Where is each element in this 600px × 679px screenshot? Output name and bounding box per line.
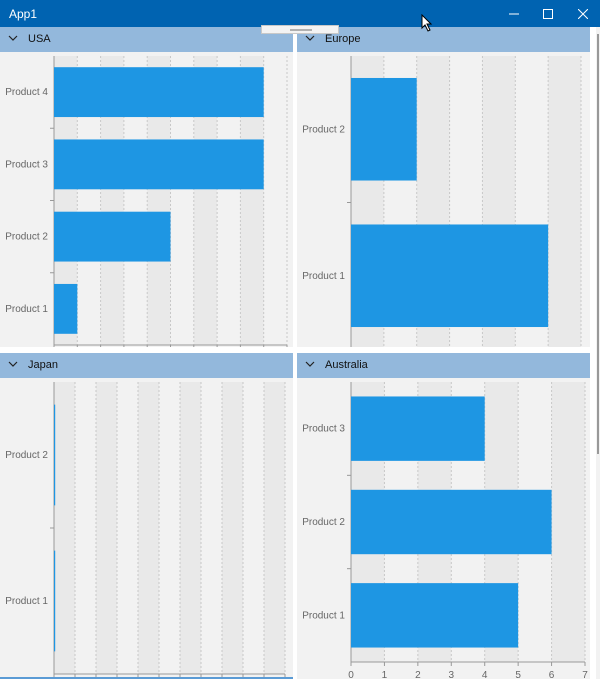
category-label: Product 2 bbox=[302, 517, 345, 528]
grid-band bbox=[548, 56, 581, 347]
grid-band bbox=[264, 382, 285, 674]
bar-product-1 bbox=[351, 583, 519, 648]
category-label: Product 1 bbox=[5, 596, 48, 607]
chevron-down-icon bbox=[305, 35, 315, 41]
bar-product-3 bbox=[54, 139, 264, 190]
grid-band bbox=[201, 382, 222, 674]
grid-band bbox=[263, 56, 287, 345]
close-icon bbox=[578, 8, 588, 19]
x-tick-label: 6 bbox=[549, 670, 555, 679]
panel-title: USA bbox=[28, 33, 51, 45]
maximize-button[interactable] bbox=[531, 0, 565, 27]
grid-band bbox=[240, 56, 264, 345]
grid-band bbox=[180, 382, 201, 674]
grid-band bbox=[75, 382, 96, 674]
bar-product-2 bbox=[54, 404, 56, 506]
category-label: Product 1 bbox=[302, 610, 345, 621]
bar-chart: Product 1 Product 2 Product 3 0 1 2 3 4 5 6 7 bbox=[302, 382, 588, 679]
panel-header[interactable]: Japan bbox=[0, 353, 293, 378]
grid-band bbox=[222, 382, 243, 674]
bar-product-2 bbox=[351, 489, 552, 555]
grid-band bbox=[159, 382, 180, 674]
panel-header[interactable]: Australia bbox=[297, 353, 590, 378]
bar-product-1 bbox=[351, 224, 549, 328]
grid-band bbox=[123, 56, 148, 345]
category-label: Product 2 bbox=[302, 124, 345, 135]
category-label: Product 2 bbox=[5, 450, 48, 461]
panel-title: Australia bbox=[325, 359, 368, 371]
panel-australia: Australia Product 1 Product 2 Product 3 0 1 2… bbox=[297, 353, 590, 679]
grid-band bbox=[100, 56, 124, 345]
focus-accent-line bbox=[0, 677, 293, 679]
close-button[interactable] bbox=[566, 0, 600, 27]
category-label: Product 3 bbox=[302, 424, 345, 435]
bar-product-4 bbox=[54, 67, 264, 118]
x-tick-label: 3 bbox=[449, 670, 455, 679]
chevron-down-icon bbox=[8, 361, 18, 367]
chevron-down-icon bbox=[305, 361, 315, 367]
grid-band bbox=[77, 56, 101, 345]
chevron-down-icon bbox=[8, 35, 18, 41]
bar-product-1 bbox=[54, 550, 56, 652]
minimize-button[interactable] bbox=[497, 0, 531, 27]
grid-band bbox=[117, 382, 138, 674]
bar-product-3 bbox=[351, 396, 485, 461]
grid-band bbox=[147, 56, 171, 345]
splitter-grip[interactable] bbox=[261, 25, 339, 34]
grid-band bbox=[54, 56, 78, 345]
panel-title: Europe bbox=[325, 33, 361, 45]
grid-band bbox=[551, 382, 585, 662]
grid-band bbox=[243, 382, 264, 674]
mouse-cursor-icon bbox=[421, 14, 433, 32]
category-label: Product 4 bbox=[5, 87, 48, 98]
x-tick-label: 0 bbox=[348, 670, 354, 679]
category-label: Product 1 bbox=[5, 304, 48, 315]
grid-band bbox=[217, 56, 241, 345]
window-titlebar: App1 bbox=[0, 0, 600, 27]
category-label: Product 3 bbox=[5, 159, 48, 170]
grid-band bbox=[96, 382, 117, 674]
minimize-icon bbox=[509, 13, 519, 14]
x-tick-label: 2 bbox=[415, 670, 421, 679]
panel-header[interactable]: Europe bbox=[297, 27, 590, 52]
grid-band bbox=[193, 56, 218, 345]
category-label: Product 2 bbox=[5, 232, 48, 243]
x-tick-label: 4 bbox=[482, 670, 488, 679]
bar-product-2 bbox=[54, 211, 171, 262]
x-tick-label: 5 bbox=[515, 670, 521, 679]
x-tick-label: 1 bbox=[382, 670, 388, 679]
panel-title: Japan bbox=[28, 359, 58, 371]
bar-product-2 bbox=[351, 77, 417, 181]
grid-band bbox=[170, 56, 194, 345]
maximize-icon bbox=[543, 8, 553, 19]
bar-product-1 bbox=[54, 283, 78, 334]
grid-band bbox=[138, 382, 159, 674]
x-tick-label: 7 bbox=[582, 670, 588, 679]
panel-header[interactable]: USA bbox=[0, 27, 293, 52]
scrollbar-thumb[interactable] bbox=[597, 34, 599, 454]
window-title: App1 bbox=[9, 7, 38, 21]
panel-usa: USA Product 1 Product 2 Product 3 Product 4… bbox=[0, 27, 293, 347]
category-label: Product 1 bbox=[302, 271, 345, 282]
grid-band bbox=[54, 382, 75, 674]
